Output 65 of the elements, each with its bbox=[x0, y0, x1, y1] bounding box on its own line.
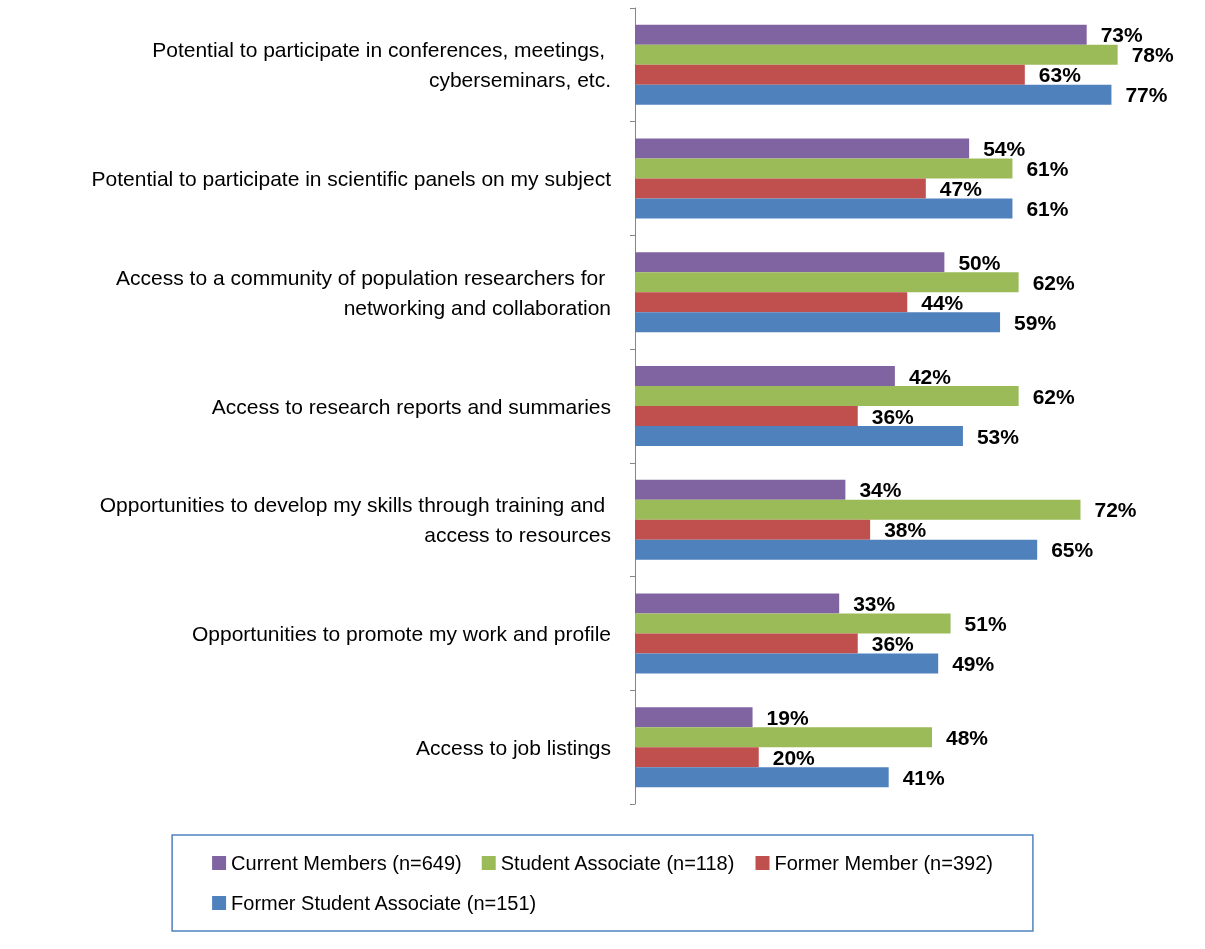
legend-label: Former Member (n=392) bbox=[774, 852, 993, 874]
bar bbox=[635, 64, 1025, 85]
data-label: 47% bbox=[939, 177, 983, 201]
data-label: 49% bbox=[952, 651, 995, 675]
y-tick-label: Potential to participate in scientific panels on my subject bbox=[91, 167, 612, 191]
data-label: 34% bbox=[859, 478, 902, 502]
data-label: 63% bbox=[1038, 63, 1082, 87]
bar bbox=[635, 386, 1019, 406]
y-tick-label: Access to a community of population researchers for networking and collaboration bbox=[116, 265, 611, 319]
bar bbox=[635, 653, 939, 674]
data-label: 59% bbox=[1014, 310, 1057, 334]
bar bbox=[635, 707, 753, 728]
bar bbox=[635, 593, 840, 614]
bar bbox=[635, 158, 1013, 179]
bar bbox=[635, 84, 1112, 105]
y-tick-label: Opportunities to promote my work and profile bbox=[191, 621, 611, 645]
bar bbox=[635, 767, 889, 788]
data-label: 72% bbox=[1094, 498, 1137, 522]
data-label: 36% bbox=[871, 631, 915, 655]
bar bbox=[635, 426, 963, 446]
bar bbox=[635, 24, 1087, 45]
bar bbox=[635, 747, 759, 768]
data-label: 41% bbox=[902, 765, 946, 789]
bar bbox=[635, 519, 871, 540]
data-label: 62% bbox=[1032, 384, 1075, 408]
data-label: 36% bbox=[871, 404, 915, 428]
bar bbox=[635, 138, 970, 159]
data-label: 38% bbox=[884, 518, 927, 542]
data-label: 33% bbox=[853, 591, 896, 615]
bar bbox=[635, 272, 1019, 293]
data-label: 53% bbox=[976, 424, 1020, 448]
data-label: 77% bbox=[1125, 83, 1168, 107]
bar bbox=[635, 178, 926, 199]
data-label: 44% bbox=[921, 290, 964, 314]
bar bbox=[635, 727, 932, 748]
data-label: 54% bbox=[983, 137, 1026, 161]
bar bbox=[635, 292, 908, 313]
data-label: 51% bbox=[964, 611, 1007, 635]
bar bbox=[635, 198, 1013, 219]
bar bbox=[635, 252, 945, 273]
data-label: 19% bbox=[766, 705, 809, 729]
legend-label: Former Student Associate (n=151) bbox=[231, 892, 537, 914]
bar bbox=[635, 312, 1001, 333]
bar bbox=[635, 479, 846, 500]
data-label: 50% bbox=[958, 250, 1001, 274]
data-label: 62% bbox=[1032, 270, 1075, 294]
y-tick-label: Potential to participate in conferences, meetings, cyberseminars, etc. bbox=[152, 38, 611, 92]
bar bbox=[635, 366, 895, 386]
bar bbox=[635, 633, 858, 654]
y-tick-label: Opportunities to develop my skills through training and access to resources bbox=[99, 493, 611, 547]
y-tick-label: Access to research reports and summaries bbox=[211, 394, 611, 418]
legend-label: Student Associate (n=118) bbox=[500, 852, 735, 874]
data-label: 48% bbox=[946, 725, 989, 749]
bar bbox=[635, 44, 1118, 65]
legend-label: Current Members (n=649) bbox=[231, 852, 462, 874]
y-tick-label: Access to job listings bbox=[416, 735, 611, 759]
data-label: 20% bbox=[772, 745, 816, 769]
bar bbox=[635, 613, 951, 634]
data-label: 61% bbox=[1026, 197, 1069, 221]
bar bbox=[635, 499, 1081, 520]
bar bbox=[635, 539, 1038, 560]
data-label: 65% bbox=[1051, 538, 1094, 562]
data-label: 42% bbox=[908, 364, 952, 388]
data-label: 61% bbox=[1026, 157, 1069, 181]
bar bbox=[635, 406, 858, 426]
